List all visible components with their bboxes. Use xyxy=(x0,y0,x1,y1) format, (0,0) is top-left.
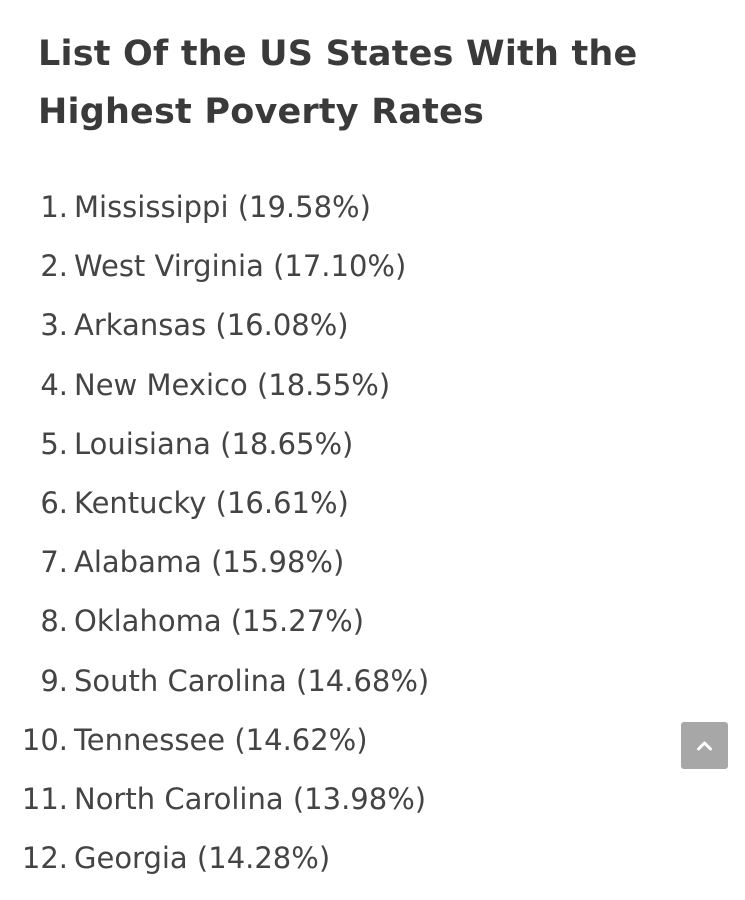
list-item-text: Georgia (14.28%) xyxy=(74,841,331,876)
list-item: 9. South Carolina (14.68%) xyxy=(0,652,680,711)
list-item-text: Oklahoma (15.27%) xyxy=(74,604,365,639)
list-item-number: 6. xyxy=(40,485,68,520)
list-item-text: South Carolina (14.68%) xyxy=(74,663,430,698)
chevron-up-icon xyxy=(697,741,712,751)
list-item: 5. Louisiana (18.65%) xyxy=(0,415,680,474)
list-item-text: Tennessee (14.62%) xyxy=(74,722,368,757)
list-item: 12. Georgia (14.28%) xyxy=(0,829,680,888)
list-item-text: West Virginia (17.10%) xyxy=(74,249,407,284)
list-item-number: 5. xyxy=(40,426,68,461)
list-item-text: New Mexico (18.55%) xyxy=(74,367,391,402)
list-item-number: 10. xyxy=(21,722,68,757)
list-item: 7. Alabama (15.98%) xyxy=(0,533,680,592)
list-item-text: North Carolina (13.98%) xyxy=(74,781,427,816)
list-item-number: 7. xyxy=(40,545,68,580)
list-item-number: 1. xyxy=(40,190,68,224)
list-item-number: 4. xyxy=(40,367,68,402)
page-title: List Of the US States With the Highest P… xyxy=(38,34,638,132)
list-item-number: 2. xyxy=(40,249,68,284)
list-item: 1. Mississippi (19.58%) xyxy=(0,178,680,237)
list-item-text: Mississippi (19.58%) xyxy=(74,190,371,224)
list-item-number: 9. xyxy=(40,663,68,698)
list-item-number: 12. xyxy=(21,841,68,876)
list-item-number: 11. xyxy=(21,781,68,816)
list-item-text: Kentucky (16.61%) xyxy=(74,485,349,520)
list-item-number: 3. xyxy=(40,308,68,343)
list-item-text: Arkansas (16.08%) xyxy=(74,308,349,343)
list-item: 4. New Mexico (18.55%) xyxy=(0,356,680,415)
scroll-to-top-button[interactable] xyxy=(681,722,728,769)
list-item: 6. Kentucky (16.61%) xyxy=(0,474,680,533)
list-item: 3. Arkansas (16.08%) xyxy=(0,296,680,355)
list-item: 10. Tennessee (14.62%) xyxy=(0,711,680,770)
state-list: 1. Mississippi (19.58%) 2. West Virginia… xyxy=(0,178,680,888)
list-item-text: Louisiana (18.65%) xyxy=(74,426,354,461)
list-item-text: Alabama (15.98%) xyxy=(74,545,345,580)
list-item: 11. North Carolina (13.98%) xyxy=(0,770,680,829)
list-item-number: 8. xyxy=(40,604,68,639)
list-item: 2. West Virginia (17.10%) xyxy=(0,237,680,296)
list-item: 8. Oklahoma (15.27%) xyxy=(0,592,680,651)
